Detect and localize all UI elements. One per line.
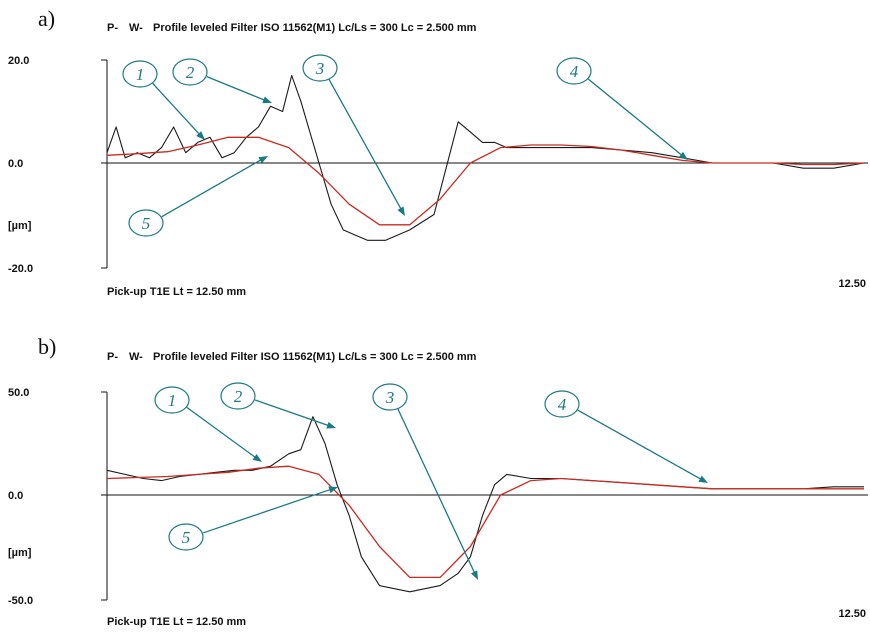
panel-b-callout-arrow-5 xyxy=(202,488,332,534)
panel-a-callout-arrow-2 xyxy=(206,75,266,102)
panel-b-y-tick-label-0: 50.0 xyxy=(8,387,29,399)
panel-a-footer-left: Pick-up T1E Lt = 12.50 mm xyxy=(107,286,246,298)
panel-a-callout-circle-3 xyxy=(302,54,338,82)
panel-b-callout-arrowhead-2 xyxy=(326,421,336,429)
panel-a-callout-circle-1 xyxy=(122,60,158,88)
panel-b-footer-left: Pick-up T1E Lt = 12.50 mm xyxy=(107,616,246,628)
panel-b-callout-arrowhead-3 xyxy=(470,570,478,580)
panel-a-footer-right: 12.50 xyxy=(838,278,866,290)
panel-b-footer-right: 12.50 xyxy=(838,608,866,620)
panel-a-y-tick-label-2: -20.0 xyxy=(8,263,33,275)
panel-b-callout-circle-1 xyxy=(154,386,190,414)
panel-a-callout-circle-5 xyxy=(128,209,164,237)
panel-b-callout-circle-4 xyxy=(544,390,580,418)
panel-b-profile-line xyxy=(106,416,864,593)
panel-b-callout-arrow-3 xyxy=(397,408,476,574)
panel-b-header-w-tag: W- xyxy=(129,351,143,363)
panel-a-y-tick-label-0: 20.0 xyxy=(8,55,29,67)
panel-a-filtered-line xyxy=(106,136,865,226)
panel-b-callout-arrow-4 xyxy=(577,409,703,481)
panel-a-callout-arrow-5 xyxy=(161,158,263,218)
panel-b-header-p-tag: P- xyxy=(107,351,118,363)
panel-a-header-text: Profile leveled Filter ISO 11562(M1) Lc/… xyxy=(153,22,477,34)
panel-a-callout-arrow-1 xyxy=(152,82,201,136)
panel-a-callout-arrowhead-2 xyxy=(262,96,272,104)
panel-a-callout-arrowhead-3 xyxy=(397,206,405,216)
panel-b-callout-arrowhead-4 xyxy=(698,475,708,483)
panel-b-y-label: [µm] xyxy=(8,547,32,559)
panel-a-callout-number-3: 3 xyxy=(315,59,325,78)
panel-b-callout-number-5: 5 xyxy=(182,528,191,547)
panel-a-callout-circle-4 xyxy=(556,57,592,85)
panel-a-callout-number-2: 2 xyxy=(186,63,195,82)
panel-b-callout-arrowhead-1 xyxy=(252,454,262,462)
panel-a-label: a) xyxy=(38,6,55,31)
panel-b-y-tick-label-2: -50.0 xyxy=(8,595,33,607)
panel-a-callout-arrow-4 xyxy=(587,78,683,157)
panel-a-header-p-tag: P- xyxy=(107,22,118,34)
panel-a-y-label: [µm] xyxy=(8,220,32,232)
panel-a-callout-number-1: 1 xyxy=(136,65,145,84)
panel-b-filtered-line xyxy=(106,465,864,579)
panel-a-profile-line xyxy=(106,74,865,241)
panel-b-callout-number-2: 2 xyxy=(234,387,243,406)
panel-a-callout-circle-2 xyxy=(172,58,208,86)
panel-a-callout-arrowhead-1 xyxy=(196,131,205,140)
panel-a-callout-arrowhead-5 xyxy=(258,156,268,164)
panel-a-callout-arrowhead-4 xyxy=(678,151,688,160)
panel-a-callout-number-5: 5 xyxy=(142,214,151,233)
panel-b-callout-number-4: 4 xyxy=(558,395,567,414)
panel-b-y-tick-label-1: 0.0 xyxy=(8,490,23,502)
panel-a-callout-number-4: 4 xyxy=(570,62,579,81)
panel-b-callout-arrow-1 xyxy=(186,406,257,459)
panel-a-y-tick-label-1: 0.0 xyxy=(8,158,23,170)
panel-b-callout-arrow-2 xyxy=(254,399,330,427)
panel-b-callout-number-3: 3 xyxy=(385,388,395,407)
panel-b-callout-number-1: 1 xyxy=(168,391,177,410)
panel-b-header-text: Profile leveled Filter ISO 11562(M1) Lc/… xyxy=(153,351,477,363)
panel-b-callout-circle-5 xyxy=(168,523,204,551)
panel-b-label: b) xyxy=(38,334,56,359)
panel-b-callout-circle-3 xyxy=(372,383,408,411)
panel-a-callout-arrow-3 xyxy=(328,78,403,211)
panel-b-callout-circle-2 xyxy=(220,382,256,410)
panel-a-header-w-tag: W- xyxy=(129,22,143,34)
panel-b-callout-arrowhead-5 xyxy=(328,486,338,494)
